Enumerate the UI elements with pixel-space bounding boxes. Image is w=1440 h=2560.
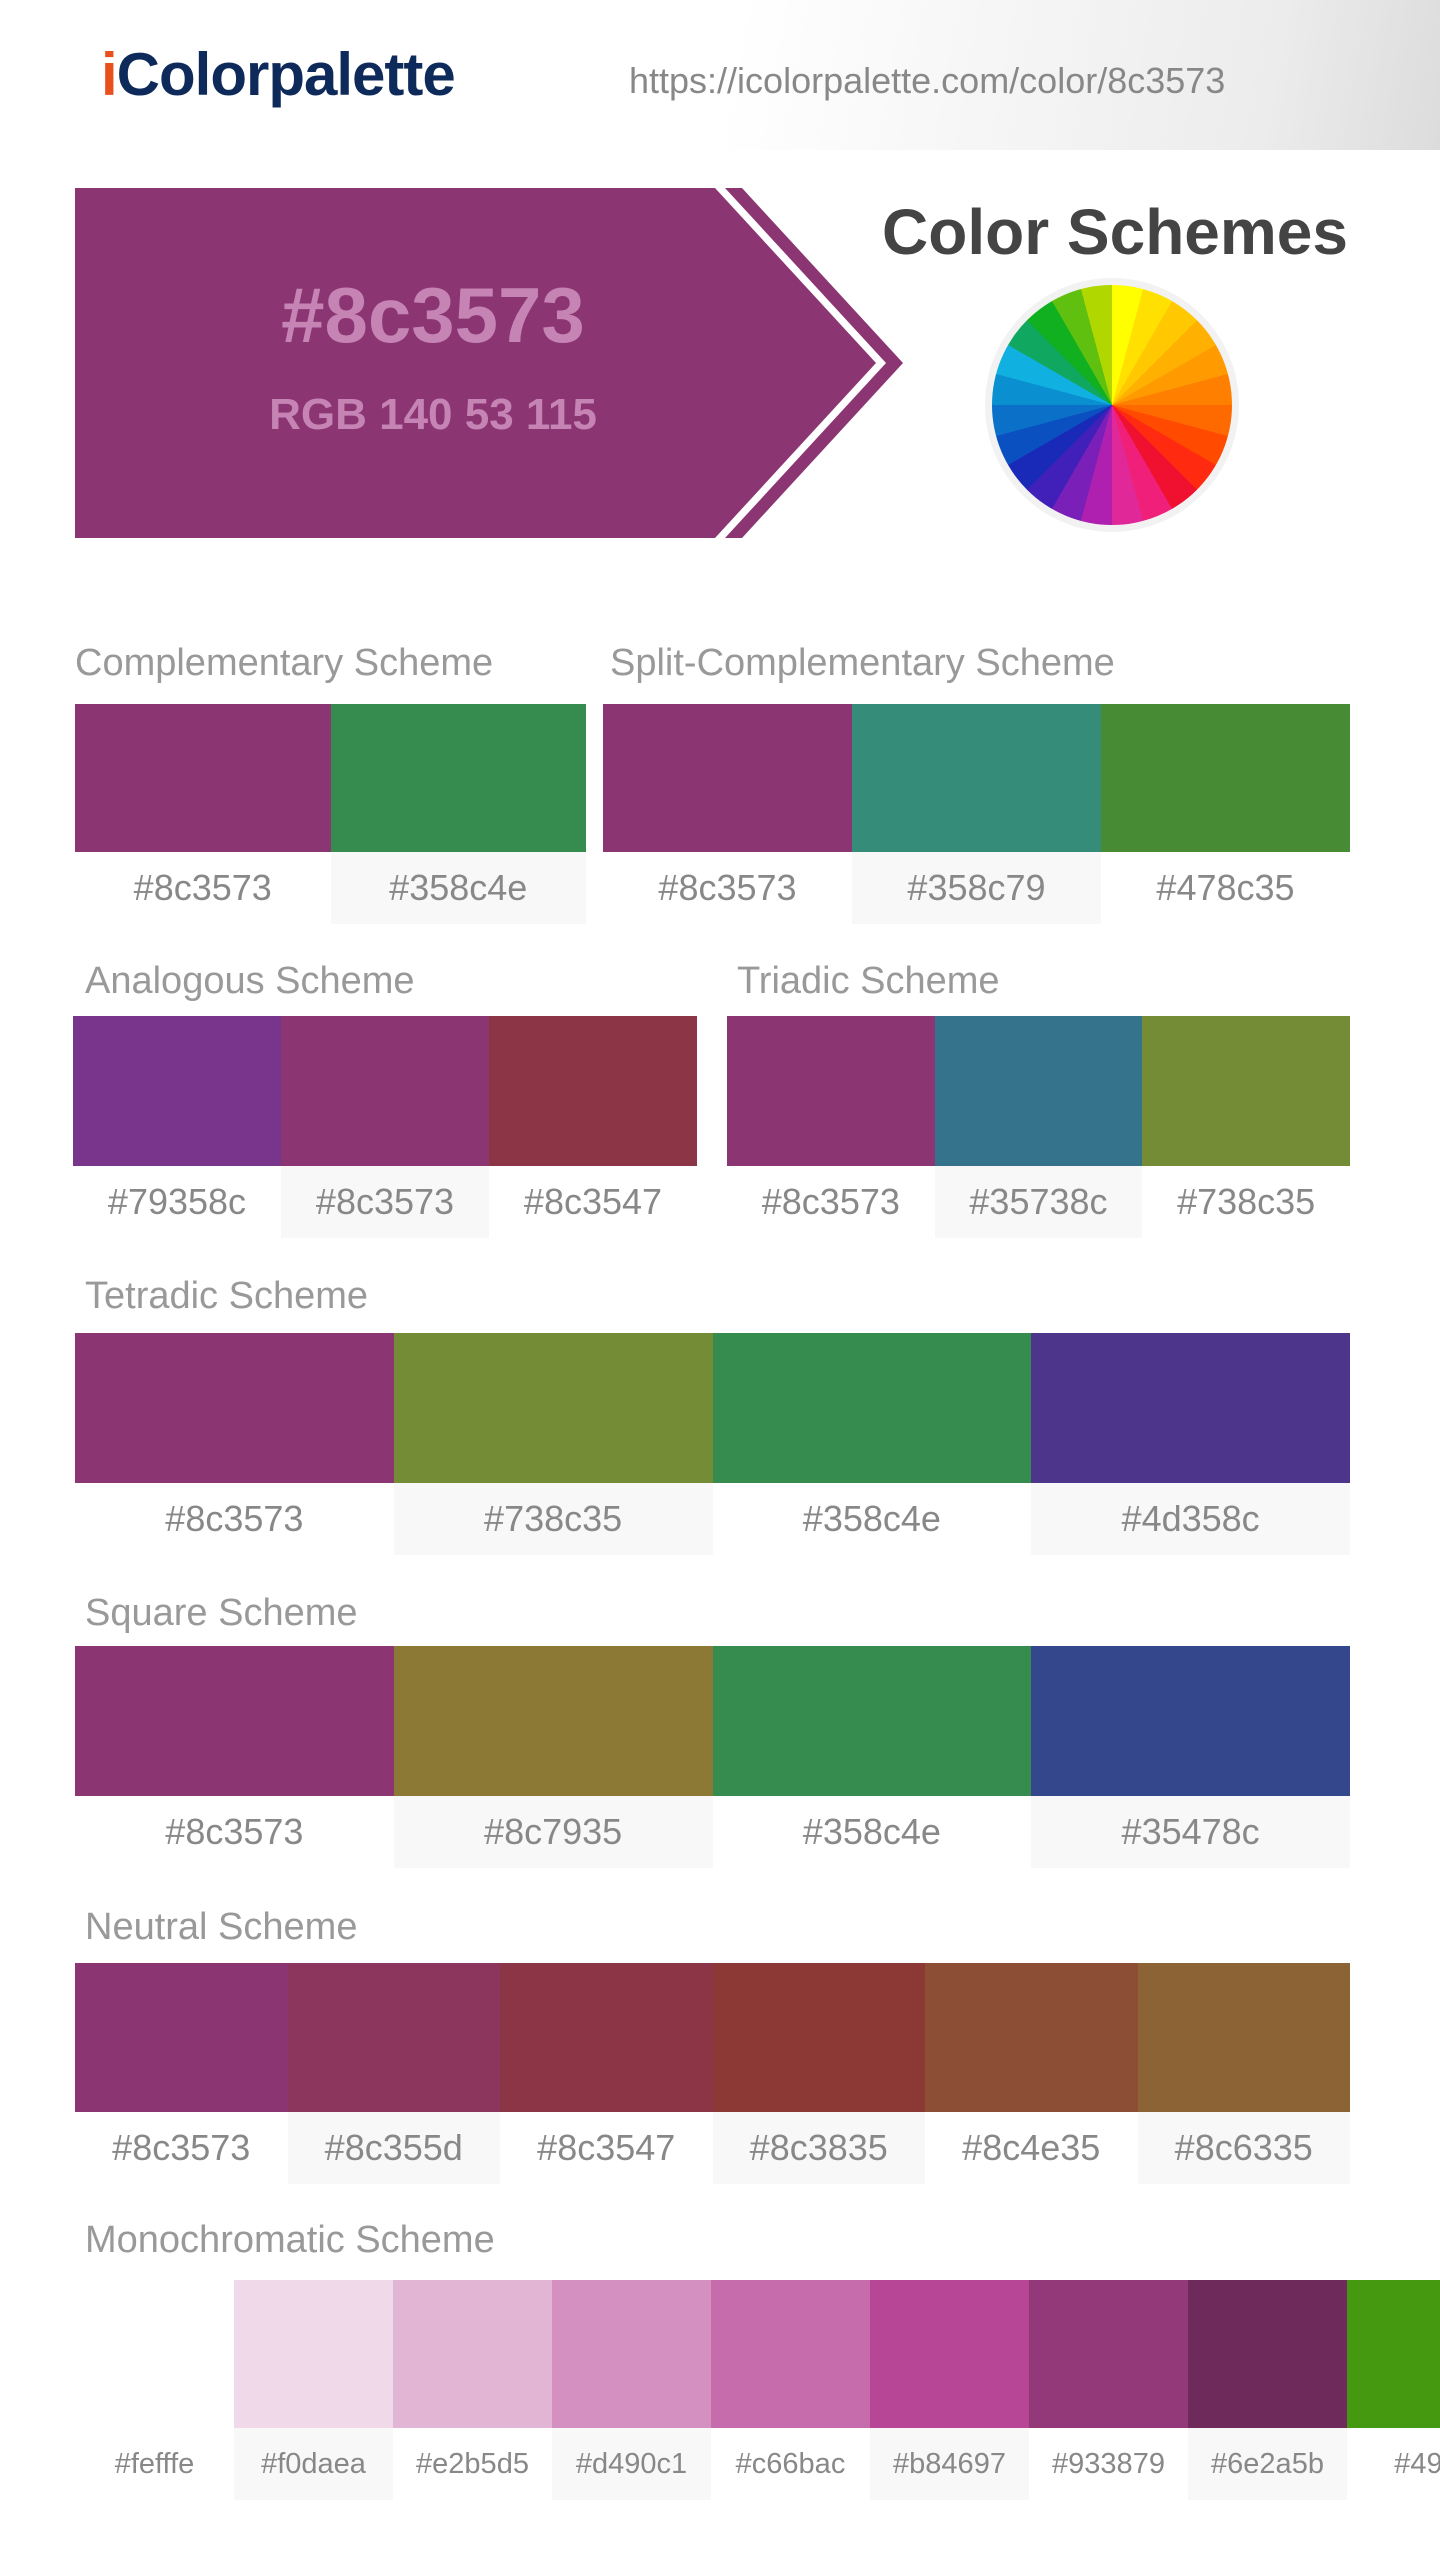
swatch[interactable] bbox=[281, 1016, 489, 1166]
swatch-label: #8c3573 bbox=[75, 2112, 288, 2184]
swatch[interactable] bbox=[852, 704, 1101, 852]
hero-hex: #8c3573 bbox=[281, 271, 585, 359]
swatch-label: #8c355d bbox=[287, 2112, 500, 2184]
swatch[interactable] bbox=[712, 1963, 925, 2112]
scheme-title: Tetradic Scheme bbox=[85, 1275, 369, 1317]
swatch-label: #e2b5d5 bbox=[393, 2428, 552, 2500]
url[interactable]: https://icolorpalette.com/color/8c3573 bbox=[629, 60, 1226, 101]
scheme-title: Complementary Scheme bbox=[75, 642, 494, 684]
swatch[interactable] bbox=[1188, 2280, 1347, 2428]
swatch[interactable] bbox=[870, 2280, 1029, 2428]
swatch[interactable] bbox=[75, 2280, 234, 2428]
scheme-title: Neutral Scheme bbox=[85, 1906, 358, 1948]
section-title: Color Schemes bbox=[882, 196, 1348, 268]
swatch[interactable] bbox=[75, 704, 331, 852]
hero-shape bbox=[75, 188, 876, 538]
scheme-title: Square Scheme bbox=[85, 1592, 358, 1634]
swatch[interactable] bbox=[73, 1016, 281, 1166]
swatch[interactable] bbox=[711, 2280, 870, 2428]
swatch[interactable] bbox=[712, 1646, 1032, 1796]
swatch-label: #8c3573 bbox=[281, 1166, 489, 1238]
swatch[interactable] bbox=[330, 704, 586, 852]
header-band bbox=[560, 0, 1440, 150]
swatch[interactable] bbox=[1029, 2280, 1188, 2428]
swatch[interactable] bbox=[712, 1333, 1032, 1483]
swatch-label: #933879 bbox=[1029, 2428, 1188, 2500]
swatch[interactable] bbox=[603, 704, 852, 852]
swatch-label: #358c4e bbox=[712, 1483, 1032, 1555]
swatch[interactable] bbox=[1142, 1016, 1350, 1166]
swatch-label: #358c4e bbox=[712, 1796, 1032, 1868]
swatch-label: #4d358c bbox=[1031, 1483, 1350, 1555]
swatch[interactable] bbox=[75, 1963, 288, 2112]
scheme-title: Triadic Scheme bbox=[737, 960, 1000, 1002]
swatch-label: #f0daea bbox=[234, 2428, 393, 2500]
swatch-label: #d490c1 bbox=[552, 2428, 711, 2500]
swatch[interactable] bbox=[500, 1963, 713, 2112]
swatch[interactable] bbox=[489, 1016, 697, 1166]
swatch[interactable] bbox=[287, 1963, 500, 2112]
swatch-label: #358c4e bbox=[330, 852, 586, 924]
logo-prefix: i bbox=[101, 41, 118, 108]
swatch-label: #6e2a5b bbox=[1188, 2428, 1347, 2500]
swatch[interactable] bbox=[1347, 2280, 1440, 2428]
scheme-title: Analogous Scheme bbox=[85, 960, 415, 1002]
swatch[interactable] bbox=[1031, 1646, 1350, 1796]
scheme-title: Split-Complementary Scheme bbox=[610, 642, 1115, 684]
swatch[interactable] bbox=[727, 1016, 935, 1166]
swatch-label: #8c3573 bbox=[75, 1796, 394, 1868]
swatch[interactable] bbox=[234, 2280, 393, 2428]
swatch-label: #8c7935 bbox=[393, 1796, 713, 1868]
swatch-label: #8c3573 bbox=[75, 1483, 394, 1555]
swatch-label: #35478c bbox=[1031, 1796, 1350, 1868]
swatch[interactable] bbox=[75, 1646, 394, 1796]
swatch-label: #8c3573 bbox=[727, 1166, 935, 1238]
swatch-label: #358c79 bbox=[852, 852, 1101, 924]
hero-banner bbox=[75, 188, 903, 538]
swatch-label: #8c6335 bbox=[1137, 2112, 1350, 2184]
logo[interactable]: iColorpalette bbox=[101, 40, 456, 109]
swatch-label: #8c3835 bbox=[712, 2112, 925, 2184]
swatch-label: #fefffe bbox=[75, 2428, 234, 2500]
swatch[interactable] bbox=[393, 2280, 552, 2428]
swatch[interactable] bbox=[552, 2280, 711, 2428]
swatch[interactable] bbox=[934, 1016, 1143, 1166]
swatch[interactable] bbox=[75, 1333, 394, 1483]
swatch-label: #8c3547 bbox=[500, 2112, 713, 2184]
swatch-label: #c66bac bbox=[711, 2428, 870, 2500]
swatch-label: #478c35 bbox=[1101, 852, 1350, 924]
swatch-label: #491 bbox=[1347, 2428, 1440, 2500]
swatch[interactable] bbox=[1031, 1333, 1350, 1483]
swatch[interactable] bbox=[393, 1646, 713, 1796]
swatch-label: #35738c bbox=[934, 1166, 1143, 1238]
swatch-label: #8c3547 bbox=[489, 1166, 697, 1238]
hero-rgb: RGB 140 53 115 bbox=[269, 390, 597, 439]
swatch-label: #79358c bbox=[73, 1166, 281, 1238]
swatch-label: #8c3573 bbox=[75, 852, 331, 924]
swatch[interactable] bbox=[1137, 1963, 1350, 2112]
swatch[interactable] bbox=[1101, 704, 1350, 852]
swatch-label: #8c4e35 bbox=[925, 2112, 1138, 2184]
logo-text: Colorpalette bbox=[116, 41, 456, 108]
swatch-label: #738c35 bbox=[1142, 1166, 1350, 1238]
swatch-label: #738c35 bbox=[393, 1483, 713, 1555]
swatch-label: #b84697 bbox=[870, 2428, 1029, 2500]
swatch[interactable] bbox=[925, 1963, 1138, 2112]
scheme-title: Monochromatic Scheme bbox=[85, 2219, 495, 2261]
swatch-label: #8c3573 bbox=[603, 852, 852, 924]
swatch[interactable] bbox=[393, 1333, 713, 1483]
color-wheel bbox=[992, 285, 1232, 525]
